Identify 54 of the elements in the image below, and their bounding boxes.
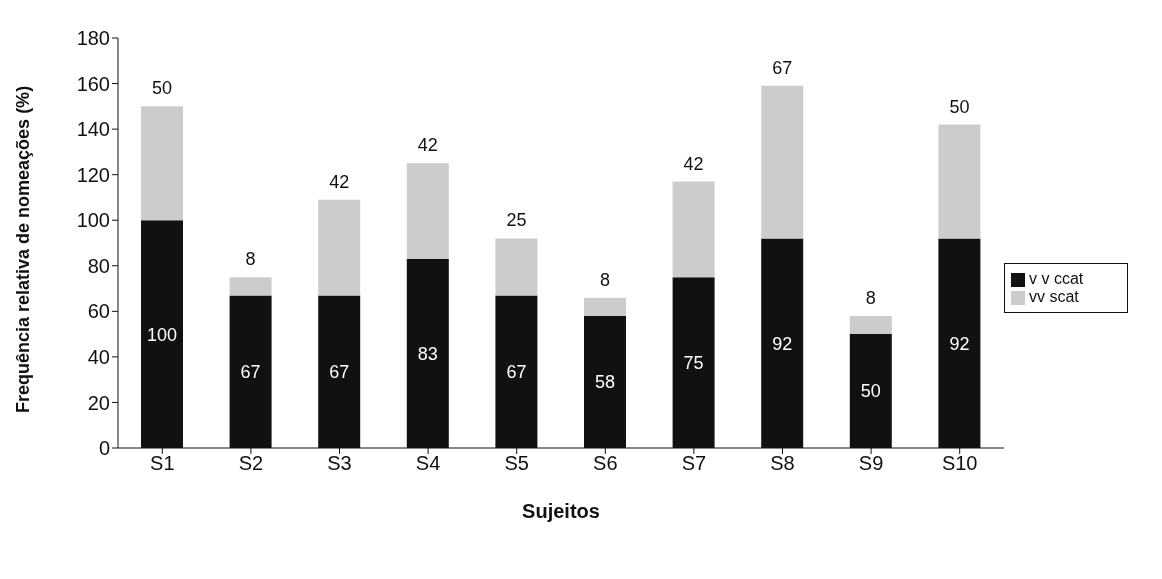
bar [672,181,715,278]
x-tick-label: S8 [770,452,795,475]
x-tick-label: S7 [681,452,707,475]
data-label: 42 [417,135,438,156]
data-label: 67 [329,362,350,383]
data-label: 25 [506,210,527,231]
y-tick-label: 0 [98,437,110,460]
bar [406,163,449,259]
data-label: 50 [151,78,173,99]
bar [318,199,361,296]
y-tick-label: 160 [76,72,110,95]
data-label: 58 [594,372,616,393]
x-tick-label: S5 [504,452,529,475]
data-label: 8 [599,269,611,290]
x-tick-label: S2 [238,452,264,475]
y-tick-label: 180 [76,27,110,50]
y-tick-label: 40 [87,345,110,368]
y-axis-title: Frequência relativa de nomeações (%) [13,85,34,413]
x-tick-label: S3 [327,452,352,475]
x-tick-label: S10 [941,452,978,475]
x-tick-label: S1 [150,452,175,475]
data-label: 67 [506,362,527,383]
data-label: 83 [417,343,438,364]
x-tick-label: S6 [593,452,618,475]
bar [584,297,626,316]
bar [761,85,804,239]
data-label: 50 [949,96,970,117]
y-tick-label: 80 [87,254,110,277]
legend-label: vv scat [1029,288,1079,305]
data-label: 42 [329,171,350,192]
x-tick-label: S4 [415,452,441,475]
bar [141,106,183,221]
data-label: 92 [772,333,793,354]
bar [229,277,272,296]
data-label: 42 [683,153,704,174]
y-tick-label: 120 [76,163,110,186]
y-tick-label: 100 [76,209,110,232]
data-label: 8 [865,287,876,308]
bar [938,124,981,239]
data-label: 75 [683,352,704,373]
data-label: 92 [949,333,970,354]
legend-label: v v ccat [1029,270,1084,287]
y-tick-label: 140 [76,118,110,141]
data-label: 67 [240,362,261,383]
x-tick-label: S9 [858,452,884,475]
y-tick-label: 20 [87,391,110,414]
bar [849,315,892,335]
data-label: 67 [772,57,793,78]
data-label: 100 [146,324,178,345]
bar [495,238,538,296]
y-tick-label: 60 [87,300,110,323]
data-label: 50 [860,381,881,402]
data-label: 8 [245,249,256,270]
x-axis-title: Sujeitos [522,500,600,522]
